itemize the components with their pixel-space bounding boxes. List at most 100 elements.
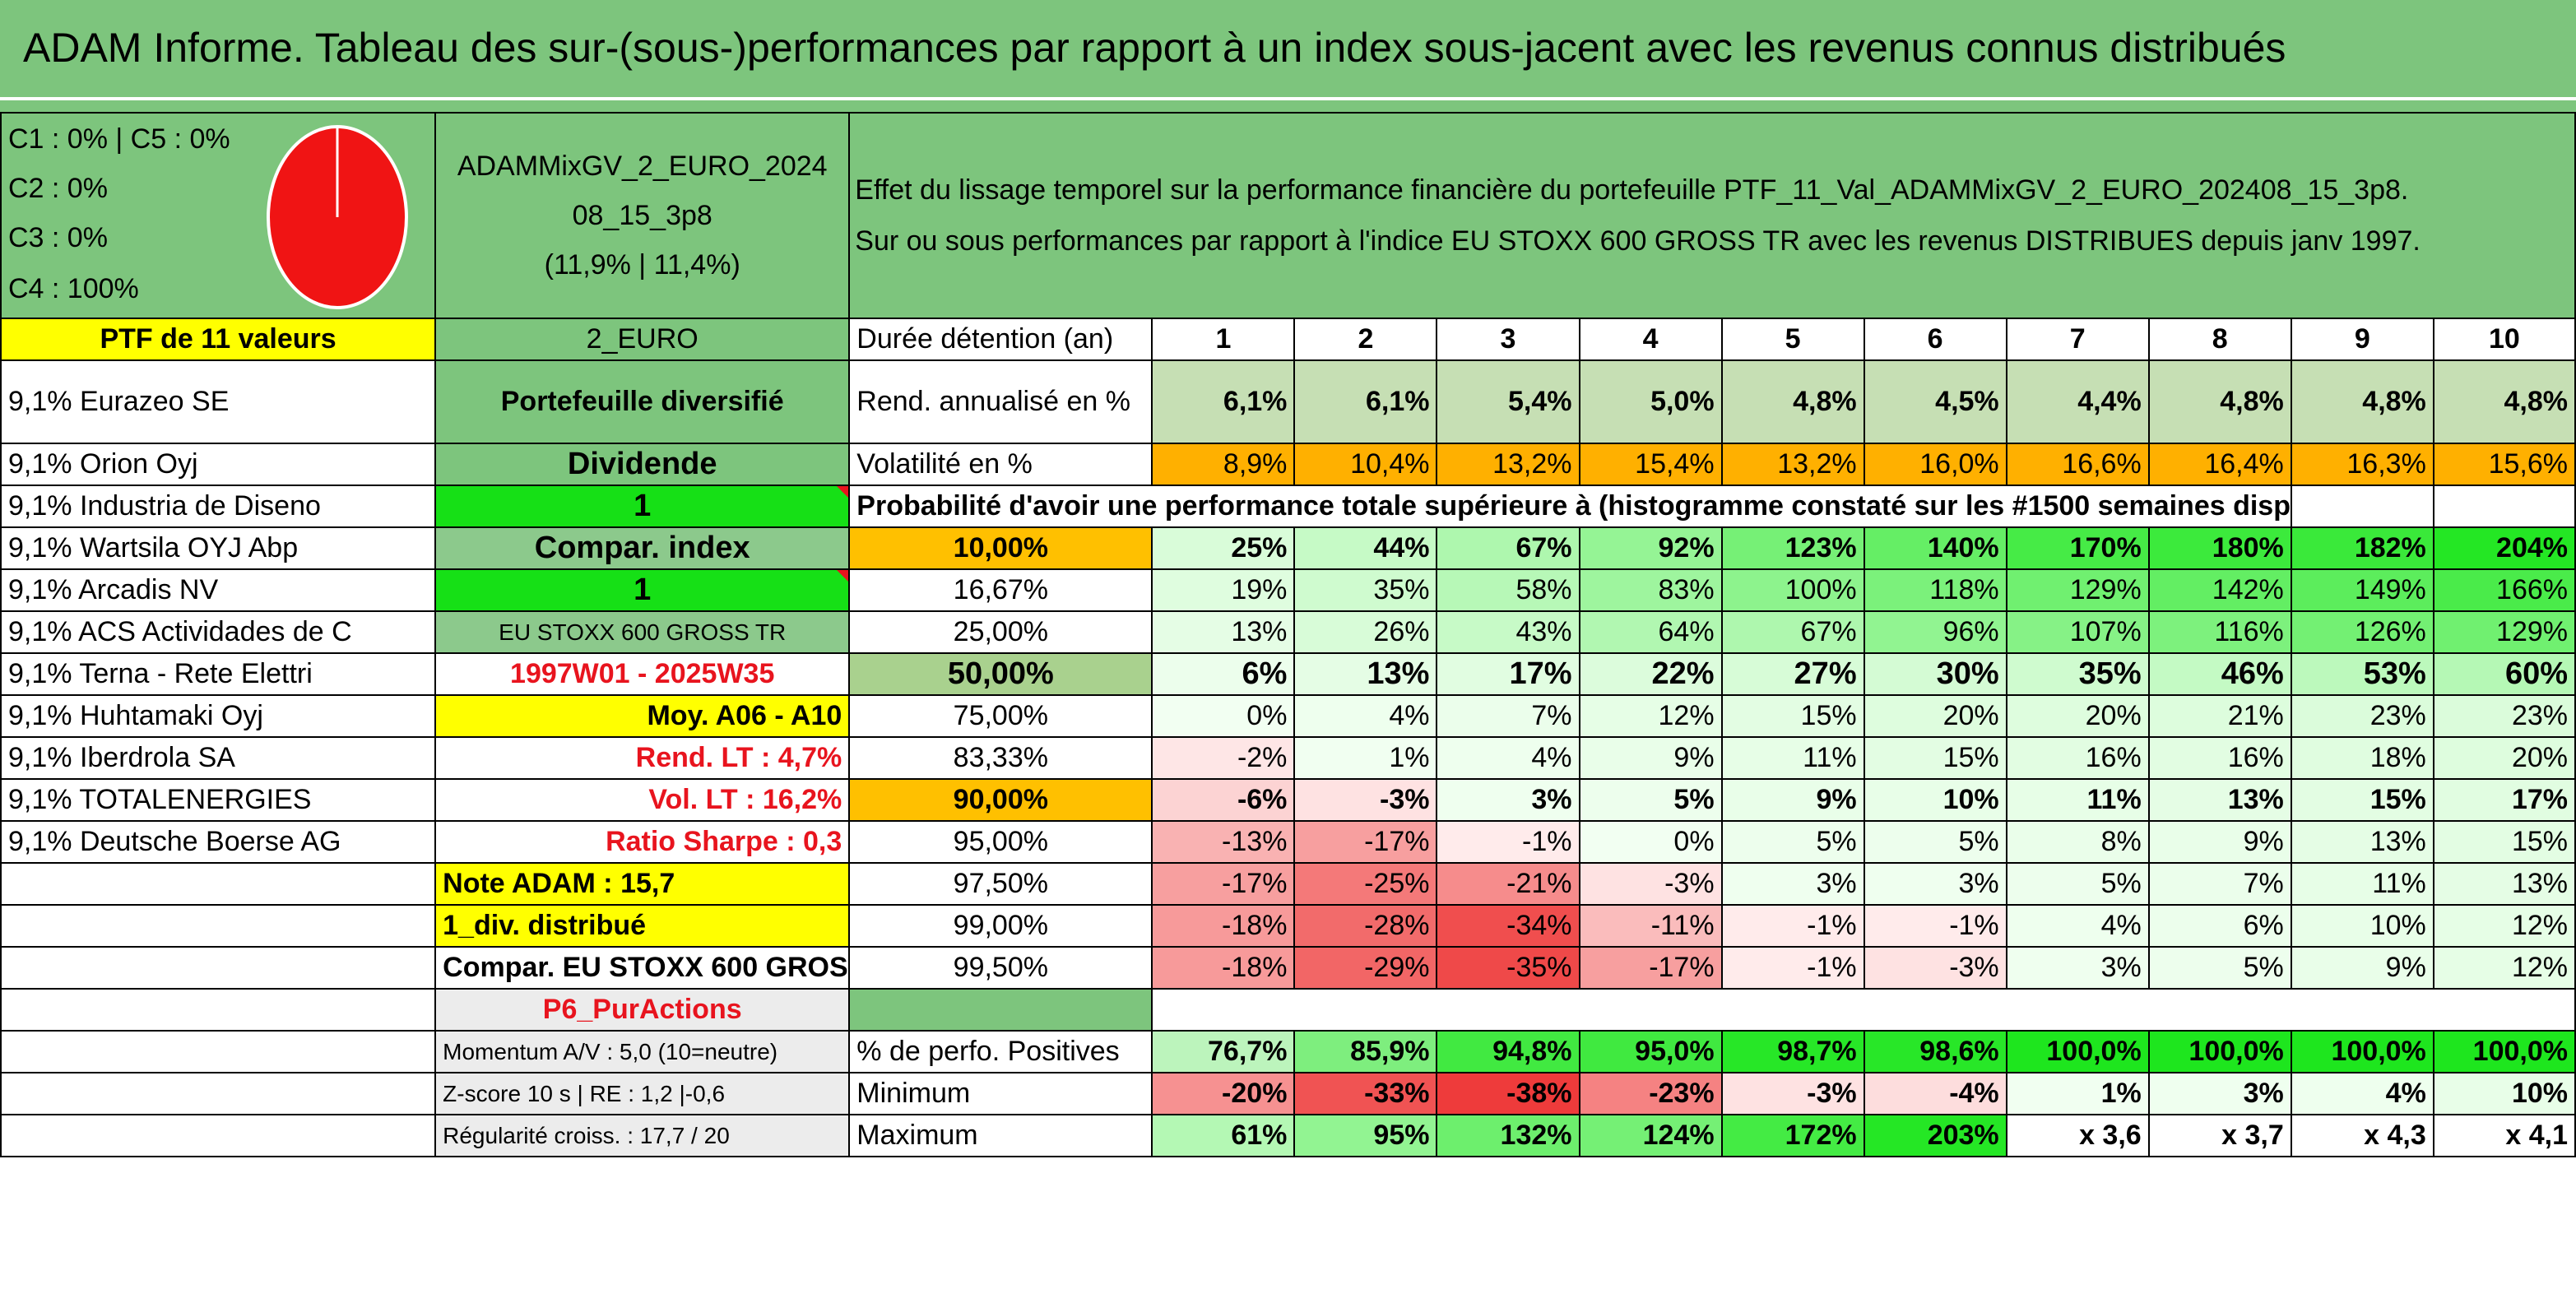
vol-value: 10,4%	[1293, 443, 1438, 486]
quantile-value: -18%	[1151, 904, 1296, 948]
quantile-value: 60%	[2432, 652, 2576, 696]
fund-name-line3: (11,9% | 11,4%)	[544, 249, 740, 281]
title-strip	[0, 100, 2576, 112]
max-value: 172%	[1720, 1114, 1865, 1157]
quantile-value: -17%	[1578, 946, 1723, 990]
quantile-value: 4%	[2005, 904, 2150, 948]
quantile-value: -3%	[1863, 946, 2007, 990]
quantile-value: 15%	[1863, 736, 2007, 780]
quantile-value: 13%	[2432, 862, 2576, 906]
quantile-value: 13%	[2290, 820, 2434, 864]
quantile-value: 116%	[2147, 610, 2292, 654]
rend-value: 4,8%	[2290, 359, 2434, 444]
pos-value: 100,0%	[2147, 1030, 2292, 1073]
fund-name-line1: ADAMMixGV_2_EURO_2024	[457, 151, 828, 182]
quantile-value: 58%	[1436, 568, 1580, 612]
duration-row: PTF de 11 valeurs 2_EURO Durée détention (…	[0, 318, 2576, 361]
moy: Moy. A06 - A10	[434, 694, 851, 738]
quantile-value: -34%	[1436, 904, 1580, 948]
quantile-value: 204%	[2432, 526, 2576, 570]
quantile-value: 64%	[1578, 610, 1723, 654]
quantile-value: 3%	[1436, 778, 1580, 822]
max-value: 95%	[1293, 1114, 1438, 1157]
quantile-value: 5%	[1720, 820, 1865, 864]
min-value: -38%	[1436, 1072, 1580, 1115]
pos-value: 76,7%	[1151, 1030, 1296, 1073]
compar-value: 1	[434, 568, 851, 612]
pos-side-label: Momentum A/V : 5,0 (10=neutre)	[434, 1030, 851, 1073]
pos-value: 98,6%	[1863, 1030, 2007, 1073]
quantile-value: 11%	[2005, 778, 2150, 822]
year-header: 6	[1863, 318, 2007, 361]
pos-row: Momentum A/V : 5,0 (10=neutre)% de perfo…	[0, 1030, 2576, 1073]
quantile-value: 170%	[2005, 526, 2150, 570]
vol-row: 9,1% Orion Oyj Dividende Volatilité en % 8,…	[0, 443, 2576, 486]
quantile-value: 4%	[1293, 694, 1438, 738]
quantile-label: 25,00%	[848, 610, 1153, 654]
rend-value: 4,8%	[2432, 359, 2576, 444]
rend-label: Rend. annualisé en %	[848, 359, 1153, 444]
pos-label: % de perfo. Positives	[848, 1030, 1153, 1073]
max-row: Régularité croiss. : 17,7 / 20 Maximum 61%…	[0, 1114, 2576, 1157]
max-value: 132%	[1436, 1114, 1580, 1157]
class-c2: C2 : 0%	[8, 173, 108, 204]
quantile-value: 16%	[2005, 736, 2150, 780]
period: 1997W01 - 2025W35	[434, 652, 851, 696]
quantile-value: 166%	[2432, 568, 2576, 612]
sharpe: Ratio Sharpe : 0,3	[434, 820, 851, 864]
proba-label: Probabilité d'avoir une performance tota…	[848, 485, 2292, 528]
min-value: 1%	[2005, 1072, 2150, 1115]
quantile-value: 13%	[2147, 778, 2292, 822]
quantile-value: -1%	[1436, 820, 1580, 864]
quantile-value: -17%	[1151, 862, 1296, 906]
quantile-value: 44%	[1293, 526, 1438, 570]
quantile-value: 9%	[1578, 736, 1723, 780]
p6-row: P6_PurActions	[0, 988, 2576, 1032]
quantile-value: 6%	[2147, 904, 2292, 948]
empty-cell	[2432, 485, 2576, 528]
min-value: 10%	[2432, 1072, 2576, 1115]
min-value: -23%	[1578, 1072, 1723, 1115]
quantile-row: 9,1% Huhtamaki Oyj Moy. A06 - A10 75,00% 0%…	[0, 694, 2576, 738]
div-distribue: 1_div. distribué	[434, 904, 851, 948]
rend-value: 4,4%	[2005, 359, 2150, 444]
quantile-value: 15%	[1720, 694, 1865, 738]
quantile-value: 7%	[2147, 862, 2292, 906]
quantile-value: 22%	[1578, 652, 1723, 696]
min-value: 3%	[2147, 1072, 2292, 1115]
class-c3: C3 : 0%	[8, 222, 108, 253]
quantile-value: 35%	[1293, 568, 1438, 612]
quantile-value: 140%	[1863, 526, 2007, 570]
year-header: 9	[2290, 318, 2434, 361]
left-header: PTF de 11 valeurs	[0, 318, 437, 361]
vol-value: 16,4%	[2147, 443, 2292, 486]
quantile-value: 17%	[2432, 778, 2576, 822]
quantile-row: 9,1% TOTALENERGIES Vol. LT : 16,2% 90,00% -…	[0, 778, 2576, 822]
rend-value: 6,1%	[1151, 359, 1296, 444]
min-label: Minimum	[848, 1072, 1153, 1115]
quantile-value: 27%	[1720, 652, 1865, 696]
quantile-label: 90,00%	[848, 778, 1153, 822]
vol-value: 16,6%	[2005, 443, 2150, 486]
max-value: 124%	[1578, 1114, 1723, 1157]
quantile-row: 1_div. distribué 99,00% -18% -28% -34% -11% -1…	[0, 904, 2576, 948]
holding-item: 9,1% Iberdrola SA	[0, 736, 437, 780]
note-adam: Note ADAM : 15,7	[434, 862, 851, 906]
holding-item: 9,1% Eurazeo SE	[0, 359, 437, 444]
vol-value: 16,0%	[1863, 443, 2007, 486]
empty-cell	[0, 862, 437, 906]
quantile-label: 99,50%	[848, 946, 1153, 990]
max-value: x 4,3	[2290, 1114, 2434, 1157]
vol-value: 13,2%	[1436, 443, 1580, 486]
proba-header-row: 9,1% Industria de Diseno 1 Probabilité d'a…	[0, 485, 2576, 528]
quantile-row: 9,1% ACS Actividades de C EU STOXX 600 GR…	[0, 610, 2576, 654]
quantile-value: 10%	[1863, 778, 2007, 822]
quantile-value: 26%	[1293, 610, 1438, 654]
empty-cell	[848, 988, 1153, 1032]
vol-value: 15,6%	[2432, 443, 2576, 486]
asset-class-panel: C1 : 0% | C5 : 0% C2 : 0% C3 : 0% C4 : 1…	[0, 112, 437, 319]
empty-cell	[1151, 988, 2576, 1032]
quantile-value: 107%	[2005, 610, 2150, 654]
min-value: 4%	[2290, 1072, 2434, 1115]
